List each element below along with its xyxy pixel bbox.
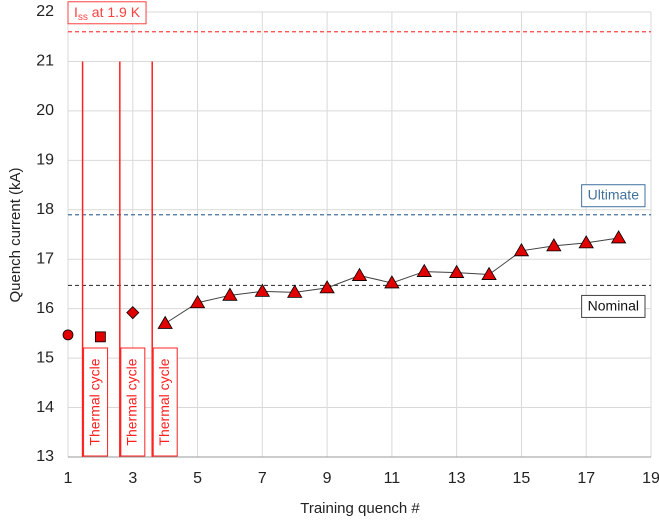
x-tick-label: 13 (448, 470, 466, 487)
data-point (254, 283, 271, 297)
reference-label-part: Nominal (588, 297, 639, 313)
reference-label: Iss at 1.9 K (74, 3, 141, 22)
data-point (546, 238, 562, 252)
data-point (319, 280, 335, 294)
data-point (610, 230, 627, 244)
thermal-cycle-box (152, 347, 178, 457)
x-tick-label: 5 (193, 470, 202, 487)
x-tick-label: 17 (577, 470, 595, 487)
data-point (287, 284, 303, 298)
x-tick-label: 19 (642, 470, 659, 487)
data-point (481, 266, 497, 280)
reference-label: Nominal (588, 297, 639, 313)
y-tick-label: 13 (36, 448, 54, 465)
y-axis-label: Quench current (kA) (7, 167, 24, 302)
data-point (351, 267, 368, 281)
data-point (62, 329, 74, 341)
data-point (157, 315, 173, 329)
reference-label: Ultimate (588, 186, 640, 202)
data-point (94, 331, 106, 343)
y-tick-label: 16 (36, 300, 54, 317)
y-tick-label: 17 (36, 250, 54, 267)
thermal-cycle-label: Thermal cycle (124, 358, 140, 445)
data-point (384, 275, 400, 289)
y-tick-label: 18 (36, 201, 54, 218)
x-tick-label: 1 (64, 470, 73, 487)
reference-label-part: Ultimate (588, 186, 640, 202)
reference-label-part: ss (78, 11, 88, 22)
x-axis-label: Training quench # (300, 500, 420, 517)
y-tick-label: 20 (36, 102, 54, 119)
x-tick-label: 9 (323, 470, 332, 487)
x-tick-label: 3 (128, 470, 137, 487)
y-tick-label: 19 (36, 152, 54, 169)
data-point (578, 235, 594, 249)
thermal-cycle-label: Thermal cycle (156, 358, 172, 445)
data-point (448, 264, 465, 278)
x-tick-label: 15 (513, 470, 531, 487)
reference-label-box (581, 294, 646, 318)
x-tick-label: 7 (258, 470, 267, 487)
data-point (126, 306, 140, 320)
data-point (189, 294, 206, 309)
y-tick-label: 15 (36, 349, 54, 366)
thermal-cycle-box (83, 347, 109, 457)
data-point (416, 263, 432, 277)
reference-label-part: at 1.9 K (88, 3, 141, 19)
x-tick-label: 11 (384, 470, 401, 487)
thermal-cycle-box (120, 347, 146, 457)
data-point (222, 287, 238, 301)
y-tick-label: 21 (36, 53, 54, 70)
reference-label-box (67, 1, 147, 25)
data-point (513, 243, 530, 257)
reference-label-part: I (74, 3, 78, 19)
thermal-cycle-label: Thermal cycle (86, 358, 102, 445)
y-tick-label: 22 (36, 3, 54, 20)
reference-label-box (581, 184, 646, 208)
y-tick-label: 14 (36, 399, 54, 416)
